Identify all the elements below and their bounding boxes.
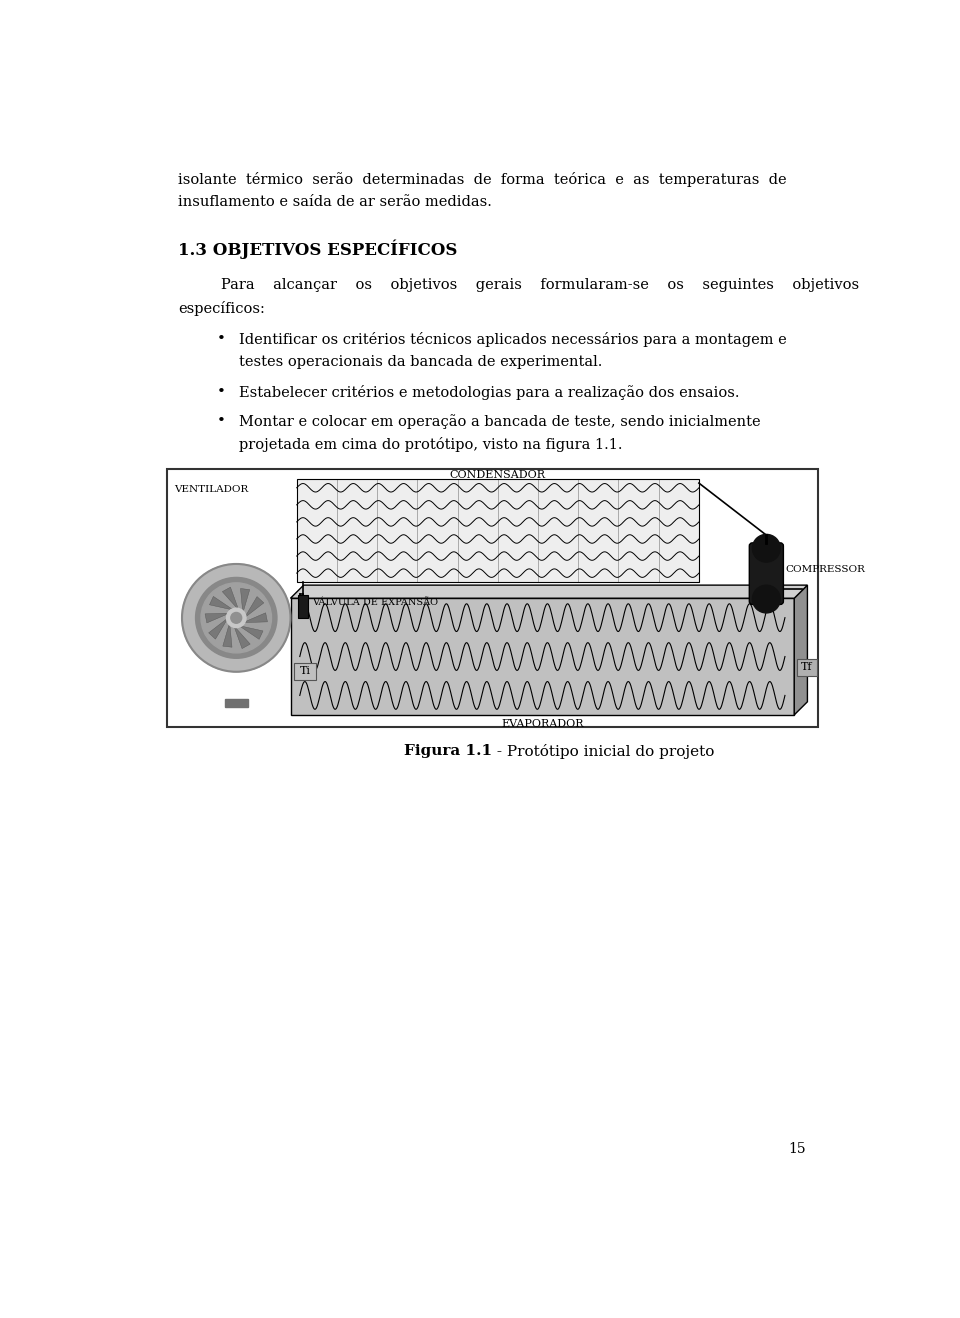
Polygon shape: [245, 597, 264, 618]
Text: COMPRESSOR: COMPRESSOR: [785, 565, 866, 575]
Text: •: •: [217, 385, 226, 398]
Text: Estabelecer critérios e metodologias para a realização dos ensaios.: Estabelecer critérios e metodologias par…: [239, 385, 739, 399]
Polygon shape: [209, 597, 233, 610]
Polygon shape: [205, 613, 229, 623]
Polygon shape: [794, 585, 807, 714]
Text: projetada em cima do protótipo, visto na figura 1.1.: projetada em cima do protótipo, visto na…: [239, 436, 622, 452]
Circle shape: [201, 583, 272, 652]
Polygon shape: [223, 622, 232, 647]
Polygon shape: [291, 585, 807, 598]
Bar: [797, 659, 817, 676]
Circle shape: [230, 613, 242, 623]
Text: •: •: [217, 414, 226, 428]
Text: 1.3 OBJETIVOS ESPECÍFICOS: 1.3 OBJETIVOS ESPECÍFICOS: [179, 240, 458, 260]
Bar: [291, 598, 794, 714]
Circle shape: [227, 608, 246, 627]
Polygon shape: [239, 626, 263, 639]
Text: EVAPORADOR: EVAPORADOR: [501, 720, 584, 729]
Bar: [297, 480, 699, 581]
Bar: [225, 700, 248, 708]
Bar: [295, 663, 316, 680]
Bar: [166, 469, 818, 728]
Text: VÁLVULA DE EXPANSÃO: VÁLVULA DE EXPANSÃO: [312, 598, 438, 608]
Circle shape: [196, 577, 276, 658]
Text: Tf: Tf: [801, 663, 812, 672]
Text: - Protótipo inicial do projeto: - Protótipo inicial do projeto: [492, 745, 714, 759]
Polygon shape: [243, 613, 268, 622]
Circle shape: [182, 564, 291, 672]
Circle shape: [753, 534, 780, 561]
Bar: [298, 594, 308, 618]
Text: 15: 15: [788, 1143, 805, 1156]
Text: Figura 1.1: Figura 1.1: [404, 745, 492, 758]
Polygon shape: [223, 587, 239, 610]
Text: •: •: [217, 332, 226, 347]
Text: insuflamento e saída de ar serão medidas.: insuflamento e saída de ar serão medidas…: [179, 195, 492, 210]
Text: específicos:: específicos:: [179, 302, 265, 316]
Text: testes operacionais da bancada de experimental.: testes operacionais da bancada de experi…: [239, 356, 602, 369]
Polygon shape: [233, 626, 251, 648]
Text: Identificar os critérios técnicos aplicados necessários para a montagem e: Identificar os critérios técnicos aplica…: [239, 332, 786, 347]
Text: isolante  térmico  serão  determinadas  de  forma  teórica  e  as  temperaturas : isolante térmico serão determinadas de f…: [179, 173, 787, 187]
Text: Montar e colocar em operação a bancada de teste, sendo inicialmente: Montar e colocar em operação a bancada d…: [239, 414, 760, 428]
Text: CONDENSADOR: CONDENSADOR: [450, 471, 546, 480]
FancyBboxPatch shape: [750, 543, 783, 605]
Polygon shape: [208, 618, 228, 639]
Text: Para    alcançar    os    objetivos    gerais    formularam-se    os    seguinte: Para alcançar os objetivos gerais formul…: [221, 278, 859, 293]
Text: VENTILADOR: VENTILADOR: [175, 485, 249, 494]
Text: Ti: Ti: [300, 667, 311, 676]
Polygon shape: [241, 589, 250, 613]
Circle shape: [753, 585, 780, 613]
